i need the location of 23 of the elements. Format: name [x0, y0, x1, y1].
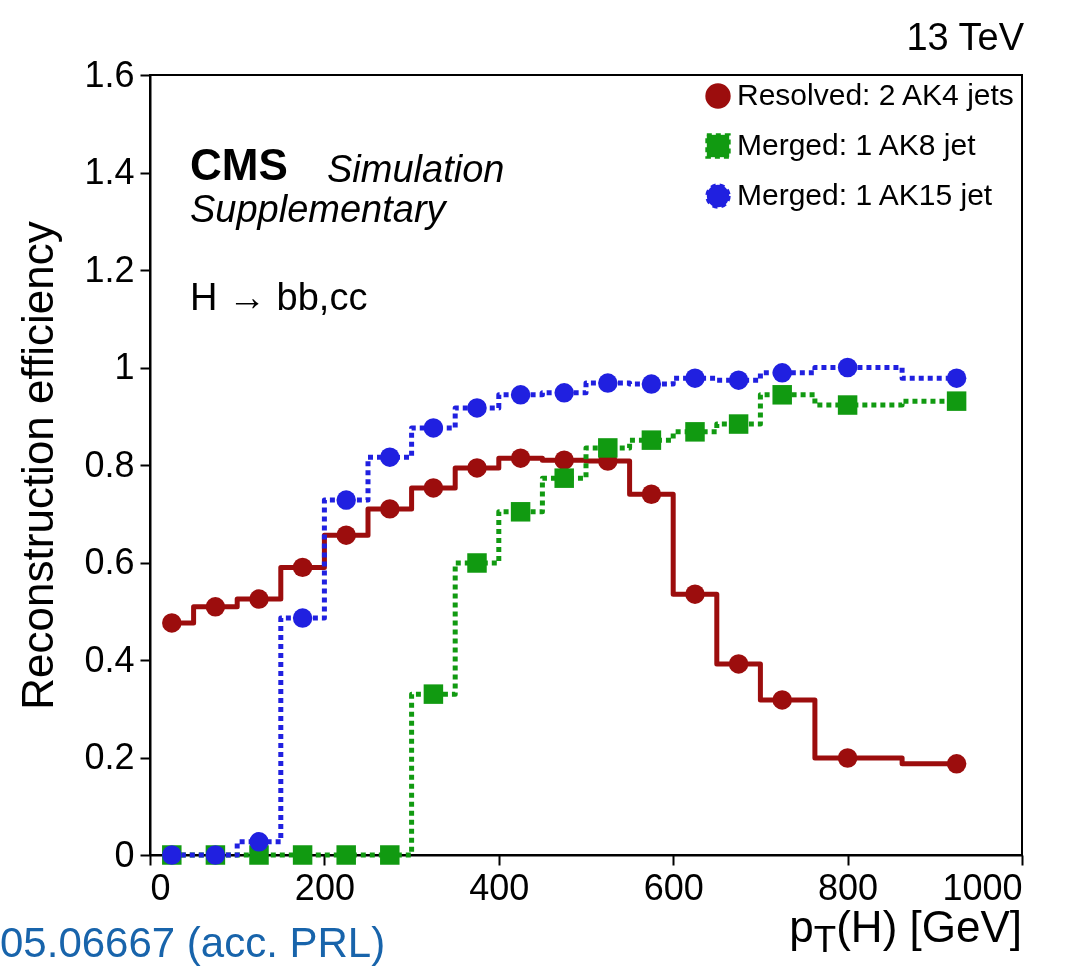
- text: 05.06667 (acc. PRL): [0, 919, 386, 966]
- y-tick-label: 1: [114, 346, 135, 387]
- y-tick-label: 0.4: [84, 638, 135, 680]
- x-tick-label: 0: [150, 866, 171, 908]
- annotation: Supplementary: [190, 188, 446, 230]
- y-tick-label: 0: [114, 833, 135, 875]
- annotation: H → bb,cc: [190, 276, 368, 318]
- legend-label: Merged: 1 AK15 jet: [737, 178, 993, 211]
- y-axis-title: Reconstruction efficiency: [13, 221, 63, 710]
- y-tick-label: 1.2: [84, 248, 135, 290]
- y-tick-label: 0.6: [84, 541, 135, 582]
- x-tick-label: 200: [294, 866, 355, 908]
- y-tick-label: 0.8: [84, 443, 135, 485]
- annotation: CMS: [190, 140, 288, 189]
- y-tick-label: 1.4: [84, 151, 135, 192]
- text: 13 TeV: [906, 16, 1024, 58]
- y-tick-label: 0.2: [84, 736, 135, 777]
- x-tick-label: 600: [643, 866, 704, 908]
- legend-label: Resolved: 2 AK4 jets: [737, 78, 1014, 111]
- legend-label: Merged: 1 AK8 jet: [737, 128, 977, 161]
- annotation: Simulation: [327, 148, 505, 190]
- y-tick-label: 1.6: [84, 53, 135, 95]
- x-tick-label: 400: [469, 866, 530, 908]
